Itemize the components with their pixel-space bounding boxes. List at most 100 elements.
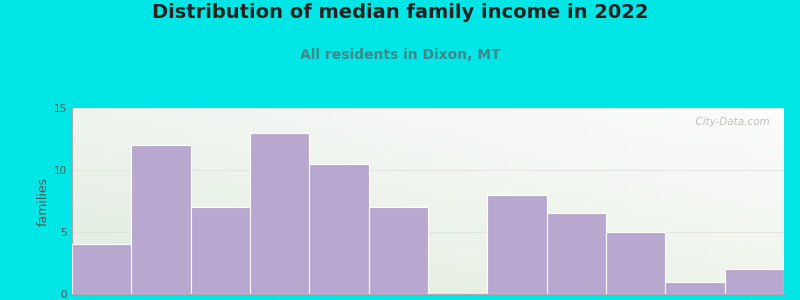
Bar [652,108,656,294]
Bar [72,111,784,112]
Bar [72,119,784,120]
Bar [666,108,670,294]
Bar [72,122,784,123]
Bar [72,201,784,202]
Bar [72,109,784,110]
Bar [243,108,246,294]
Bar [72,179,784,180]
Bar [738,108,742,294]
Bar [72,251,784,252]
Bar [578,108,581,294]
Bar [72,116,784,117]
Bar [72,260,784,261]
Bar [72,280,784,281]
Bar [101,108,104,294]
Bar [487,195,546,294]
Bar [72,290,784,291]
Bar [72,214,784,215]
Bar [438,108,442,294]
Bar [72,292,784,293]
Bar [72,207,784,208]
Bar [161,108,165,294]
Bar [502,108,506,294]
Bar [239,108,243,294]
Bar [72,258,784,259]
Bar [72,206,784,207]
Bar [72,176,784,177]
Bar [72,230,784,231]
Bar [745,108,749,294]
Bar [713,108,716,294]
Bar [168,108,172,294]
Bar [482,108,485,294]
Bar [72,250,784,251]
Bar [645,108,649,294]
Bar [556,108,560,294]
Bar [72,208,784,209]
Bar [72,135,784,136]
Bar [72,220,784,221]
Bar [72,163,784,164]
Bar [303,108,307,294]
Bar [734,108,738,294]
Bar [367,108,371,294]
Bar [542,108,546,294]
Bar [72,132,784,133]
Bar [190,207,250,294]
Bar [72,283,784,284]
Bar [72,273,784,274]
Bar [246,108,250,294]
Bar [72,243,784,244]
Bar [72,254,784,255]
Bar [528,108,531,294]
Bar [72,124,784,125]
Bar [485,108,489,294]
Bar [553,108,556,294]
Bar [369,207,428,294]
Bar [72,211,784,212]
Bar [72,147,784,148]
Bar [72,148,784,149]
Bar [72,134,784,135]
Bar [154,108,158,294]
Bar [232,108,236,294]
Bar [546,213,606,294]
Bar [723,108,727,294]
Bar [72,248,784,249]
Bar [72,171,784,172]
Bar [114,108,118,294]
Bar [666,282,725,294]
Bar [72,172,784,173]
Bar [126,108,129,294]
Bar [250,133,310,294]
Bar [610,108,613,294]
Bar [414,108,418,294]
Bar [410,108,414,294]
Bar [72,152,784,153]
Bar [307,108,310,294]
Bar [72,202,784,203]
Bar [72,233,784,235]
Bar [178,108,182,294]
Bar [72,199,784,200]
Bar [72,114,784,115]
Bar [75,108,79,294]
Bar [563,108,567,294]
Bar [389,108,392,294]
Bar [72,236,784,237]
Bar [418,108,421,294]
Bar [72,204,784,205]
Bar [143,108,146,294]
Bar [634,108,638,294]
Bar [781,108,784,294]
Bar [72,140,784,142]
Bar [72,244,131,294]
Bar [72,282,784,283]
Bar [382,108,386,294]
Bar [278,108,282,294]
Bar [72,151,784,152]
Bar [72,156,784,157]
Bar [72,269,784,270]
Bar [72,272,784,273]
Bar [72,259,784,260]
